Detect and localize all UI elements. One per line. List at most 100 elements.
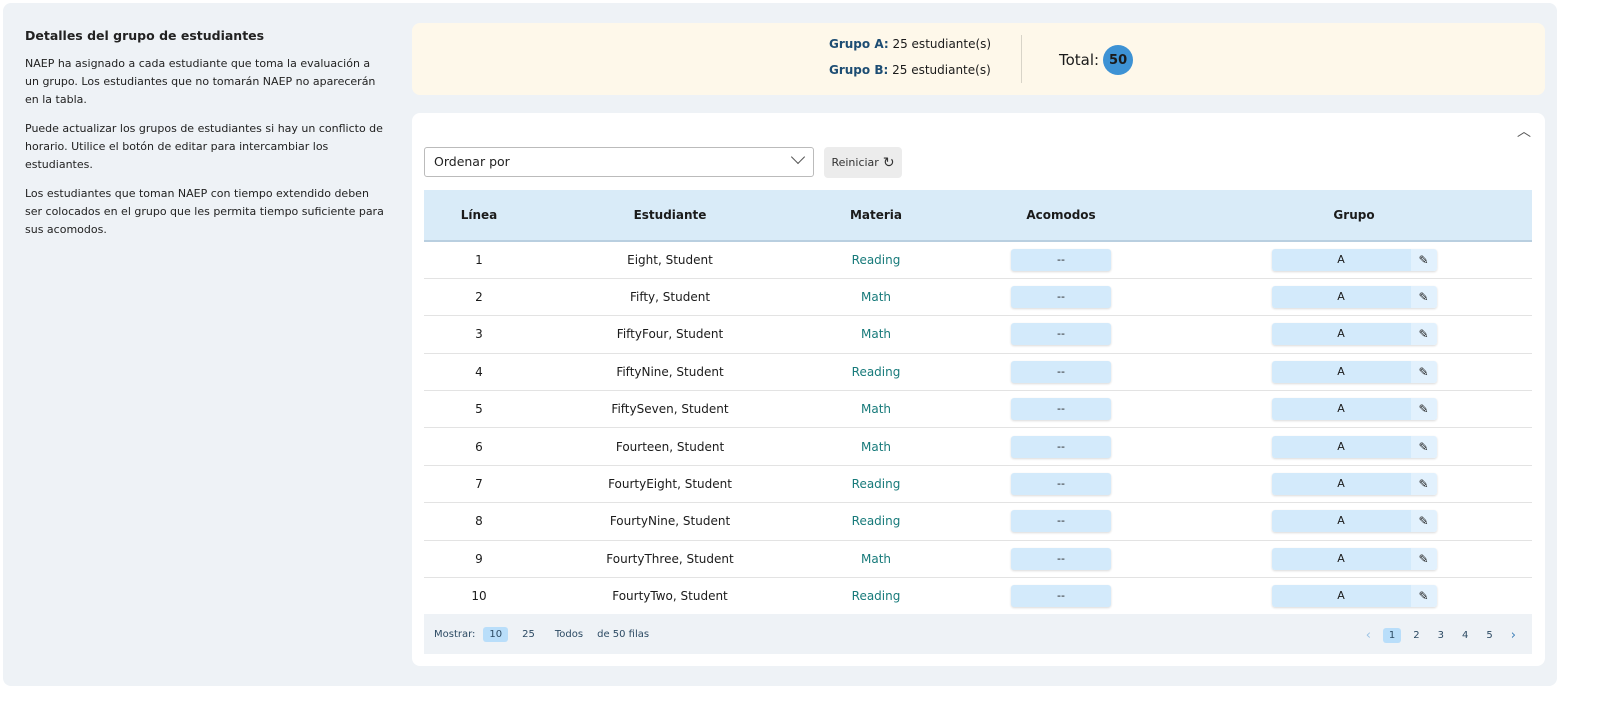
reset-button[interactable]: Reiniciar ↻ [824,147,902,178]
accommodations-value: -- [1011,360,1111,383]
group-control: A ✎ [1271,286,1437,309]
edit-pencil-icon[interactable]: ✎ [1410,323,1437,346]
group-control: A ✎ [1271,585,1437,608]
accommodations-value: -- [1011,286,1111,309]
total-badge: 50 [1103,45,1134,75]
group-a-count: Grupo A: 25 estudiante(s) [829,37,992,51]
cell-student: FourtyEight, Student [534,465,806,504]
table-row: 3 FiftyFour, Student Math -- A ✎ [424,315,1532,354]
page-2[interactable]: 2 [1413,630,1420,641]
cell-line: 8 [424,502,534,541]
cell-subject: Reading [806,465,946,504]
cell-subject: Math [806,278,946,317]
group-control: A ✎ [1271,510,1437,533]
header-group[interactable]: Grupo [1333,208,1375,222]
edit-pencil-icon[interactable]: ✎ [1410,585,1437,608]
group-summary: Grupo A: 25 estudiante(s) Grupo B: 25 es… [412,23,1545,95]
cell-line: 9 [424,540,534,579]
cell-subject: Reading [806,353,946,392]
group-value: A [1271,323,1411,346]
cell-student: FourtyThree, Student [534,540,806,579]
info-paragraph: Puede actualizar los grupos de estudiant… [25,122,383,171]
cell-line: 6 [424,427,534,466]
cell-subject: Math [806,427,946,466]
group-control: A ✎ [1271,435,1437,458]
prev-page-icon[interactable]: ‹ [1365,628,1371,643]
cell-subject: Math [806,540,946,579]
edit-pencil-icon[interactable]: ✎ [1410,435,1437,458]
table-row: 5 FiftySeven, Student Math -- A ✎ [424,390,1532,429]
header-line[interactable]: Línea [460,208,498,222]
total: Total: 50 [1059,45,1134,75]
page-size-all[interactable]: Todos [554,629,584,640]
group-value: A [1271,585,1411,608]
pagination: ‹ 1 2 3 4 5 › [1360,626,1522,645]
edit-pencil-icon[interactable]: ✎ [1410,248,1437,271]
table-footer: Mostrar: 10 25 Todos de 50 filas ‹ 1 2 3… [424,614,1532,654]
table-row: 8 FourtyNine, Student Reading -- A ✎ [424,502,1532,541]
cell-line: 2 [424,278,534,317]
cell-student: FiftyNine, Student [534,353,806,392]
edit-pencil-icon[interactable]: ✎ [1410,286,1437,309]
edit-pencil-icon[interactable]: ✎ [1410,510,1437,533]
cell-line: 1 [424,241,534,279]
cell-line: 7 [424,465,534,504]
cell-line: 4 [424,353,534,392]
cell-line: 5 [424,390,534,429]
group-control: A ✎ [1271,248,1437,271]
group-value: A [1271,248,1411,271]
header-student[interactable]: Estudiante [633,208,707,222]
row-count: de 50 filas [597,629,650,640]
table-row: 7 FourtyEight, Student Reading -- A ✎ [424,465,1532,504]
cell-subject: Reading [806,577,946,616]
group-value: A [1271,547,1411,570]
accommodations-value: -- [1011,248,1111,271]
group-control: A ✎ [1271,323,1437,346]
edit-pencil-icon[interactable]: ✎ [1410,473,1437,496]
info-paragraph: NAEP ha asignado a cada estudiante que t… [25,57,376,106]
page-5[interactable]: 5 [1486,630,1493,641]
info-paragraph: Los estudiantes que toman NAEP con tiemp… [25,187,384,236]
chevron-down-icon [790,149,806,165]
edit-pencil-icon[interactable]: ✎ [1410,547,1437,570]
group-value: A [1271,286,1411,309]
cell-subject: Math [806,315,946,354]
page-size: Mostrar: 10 25 Todos de 50 filas [434,627,650,642]
group-b-count: Grupo B: 25 estudiante(s) [829,63,991,77]
page-size-10[interactable]: 10 [483,627,509,642]
accommodations-value: -- [1011,435,1111,458]
accommodations-value: -- [1011,585,1111,608]
header-accommodations[interactable]: Acomodos [1026,208,1096,222]
accommodations-value: -- [1011,398,1111,421]
header-subject[interactable]: Materia [849,208,903,222]
group-control: A ✎ [1271,473,1437,496]
edit-pencil-icon[interactable]: ✎ [1410,398,1437,421]
collapse-chevron-up-icon[interactable]: ︿ [1517,124,1531,140]
table-row: 6 Fourteen, Student Math -- A ✎ [424,427,1532,466]
sort-dropdown[interactable]: Ordenar por [424,147,814,177]
accommodations-value: -- [1011,323,1111,346]
students-card: ︿ Ordenar por Reiniciar ↻ Línea Estudiant… [412,113,1545,666]
cell-student: FiftySeven, Student [534,390,806,429]
page-3[interactable]: 3 [1437,630,1445,641]
edit-pencil-icon[interactable]: ✎ [1410,360,1437,383]
table-row: 10 FourtyTwo, Student Reading -- A ✎ [424,577,1532,616]
table-header-row: Línea Estudiante Materia Acomodos Grupo [424,190,1532,241]
cell-student: FiftyFour, Student [534,315,806,354]
page-size-25[interactable]: 25 [522,629,535,640]
cell-line: 3 [424,315,534,354]
accommodations-value: -- [1011,510,1111,533]
group-control: A ✎ [1271,360,1437,383]
table-row: 1 Eight, Student Reading -- A ✎ [424,241,1532,279]
group-control: A ✎ [1271,547,1437,570]
page-4[interactable]: 4 [1462,630,1469,641]
group-value: A [1271,510,1411,533]
table-row: 4 FiftyNine, Student Reading -- A ✎ [424,353,1532,392]
next-page-icon[interactable]: › [1510,628,1516,643]
table-row: 9 FourtyThree, Student Math -- A ✎ [424,540,1532,579]
group-value: A [1271,360,1411,383]
cell-subject: Reading [806,241,946,279]
cell-student: FourtyNine, Student [534,502,806,541]
cell-student: Fifty, Student [534,278,806,317]
page-1[interactable]: 1 [1382,628,1402,643]
